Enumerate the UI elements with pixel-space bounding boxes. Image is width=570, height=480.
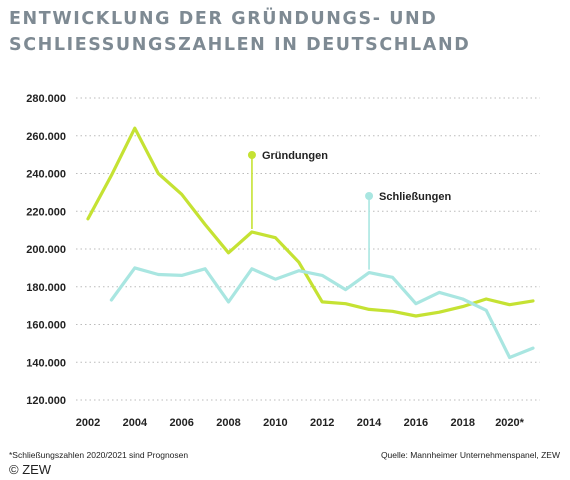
- y-tick-label: 140.000: [26, 357, 66, 369]
- chart-title-line1: ENTWICKLUNG DER GRÜNDUNGS- UND: [9, 9, 438, 29]
- chart-title: ENTWICKLUNG DER GRÜNDUNGS- UND SCHLIESSU…: [9, 6, 559, 58]
- x-tick-label: 2014: [357, 417, 382, 429]
- series-label: Gründungen: [262, 150, 328, 162]
- footnote: *Schließungszahlen 2020/2021 sind Progno…: [9, 450, 189, 460]
- y-tick-label: 180.000: [26, 282, 66, 294]
- source-note: Quelle: Mannheimer Unternehmenspanel, ZE…: [380, 450, 560, 460]
- y-tick-label: 120.000: [26, 395, 66, 407]
- x-tick-label: 2008: [216, 417, 240, 429]
- x-tick-label: 2010: [263, 417, 287, 429]
- series-line-schliessungen: [109, 266, 535, 360]
- series-callout-dot: [247, 151, 256, 159]
- y-tick-label: 220.000: [26, 206, 66, 218]
- x-tick-label: 2016: [404, 417, 428, 429]
- x-tick-label: 2018: [450, 417, 474, 429]
- x-tick-label: 2004: [123, 417, 148, 429]
- x-tick-label: 2020*: [495, 417, 524, 429]
- y-tick-label: 160.000: [26, 320, 66, 332]
- y-tick-label: 200.000: [26, 244, 66, 256]
- series-callout-dot: [365, 192, 374, 200]
- y-tick-label: 280.000: [26, 93, 66, 105]
- copyright: © ZEW: [9, 462, 52, 477]
- series-line-gruendungen: [86, 126, 535, 318]
- x-tick-label: 2012: [310, 417, 334, 429]
- y-tick-label: 240.000: [26, 169, 66, 181]
- series-label: Schließungen: [379, 191, 451, 203]
- y-tick-label: 260.000: [26, 131, 66, 143]
- x-tick-label: 2002: [76, 417, 100, 429]
- chart-title-line2: SCHLIESSUNGSZAHLEN IN DEUTSCHLAND: [9, 35, 471, 55]
- x-tick-label: 2006: [169, 417, 193, 429]
